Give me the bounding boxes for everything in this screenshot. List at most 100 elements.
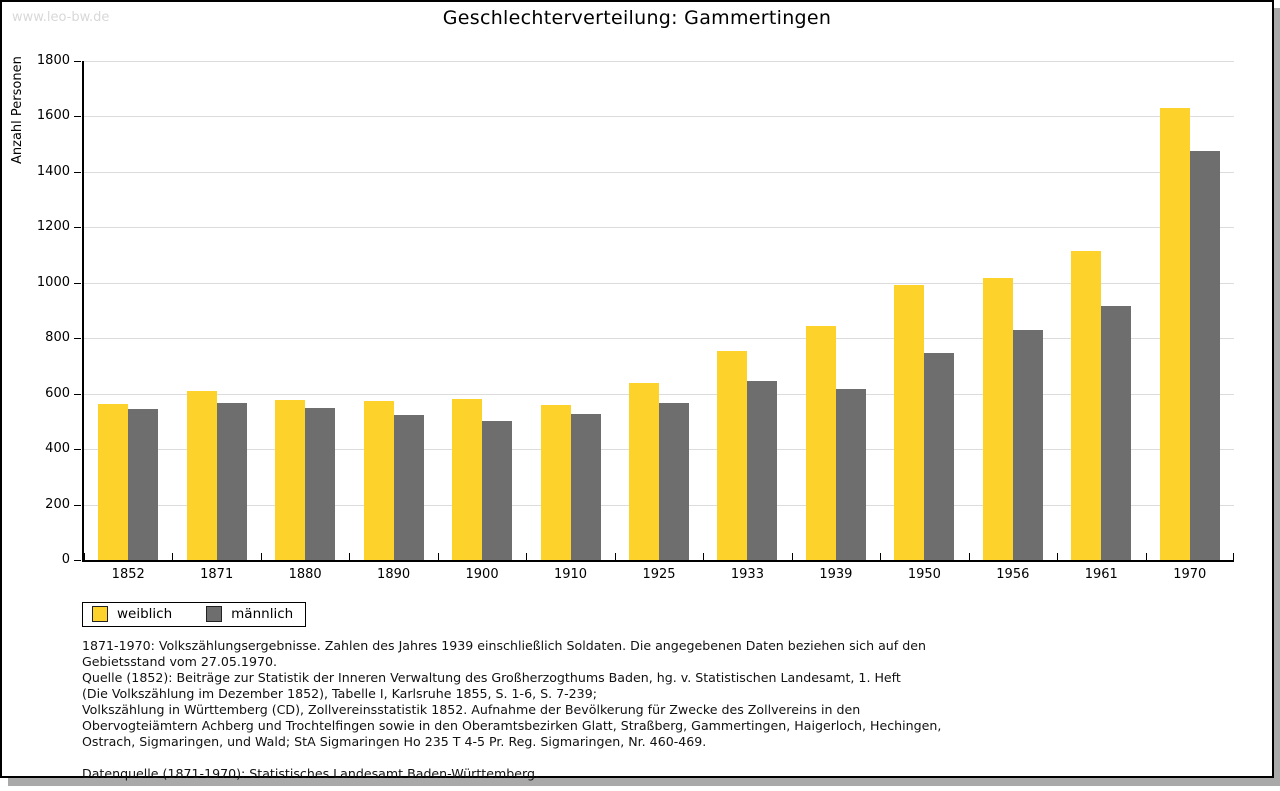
watermark-leo-bw: www.leo-bw.de bbox=[12, 10, 110, 25]
x-axis-tick-9 bbox=[880, 553, 882, 560]
x-tick-label-1950: 1950 bbox=[907, 567, 941, 582]
legend-label-weiblich: weiblich bbox=[117, 606, 173, 622]
x-axis-tick-12 bbox=[1145, 553, 1147, 560]
x-tick-label-1900: 1900 bbox=[465, 567, 499, 582]
y-axis-tick-0 bbox=[74, 560, 81, 561]
chart-title: Geschlechterverteilung: Gammertingen bbox=[442, 7, 832, 29]
footnote-line-7: Ostrach, Sigmaringen, und Wald; StA Sigm… bbox=[82, 734, 707, 749]
footnote-line-8 bbox=[82, 750, 941, 766]
x-tick-label-1910: 1910 bbox=[553, 567, 588, 582]
x-axis-tick-1 bbox=[172, 553, 174, 560]
y-axis-tick-1200 bbox=[74, 227, 81, 229]
x-tick-label-1970: 1970 bbox=[1173, 567, 1207, 582]
y-tick-label-400: 400 bbox=[45, 441, 70, 457]
y-tick-label-800: 800 bbox=[45, 330, 70, 346]
x-axis-tick-7 bbox=[703, 553, 705, 560]
bar-weiblich-1852 bbox=[98, 404, 129, 560]
bar-männlich-1890 bbox=[393, 415, 424, 560]
x-axis-tick-13 bbox=[1233, 553, 1234, 560]
y-tick-label-1800: 1800 bbox=[36, 53, 70, 68]
gridline-600 bbox=[84, 393, 1234, 395]
footnote-line-2: Gebietsstand vom 27.05.1970. bbox=[82, 654, 277, 669]
x-axis-tick-3 bbox=[349, 553, 351, 560]
gridline-1000 bbox=[84, 282, 1234, 284]
bar-männlich-1900 bbox=[482, 421, 513, 560]
bar-männlich-1956 bbox=[1012, 330, 1043, 560]
bar-weiblich-1956 bbox=[982, 277, 1013, 560]
x-tick-label-1871: 1871 bbox=[200, 567, 234, 582]
bar-weiblich-1900 bbox=[452, 398, 483, 560]
y-axis-tick-1800 bbox=[74, 61, 81, 62]
gridline-1600 bbox=[84, 116, 1234, 118]
bar-männlich-1852 bbox=[128, 408, 159, 560]
legend-box: weiblich männlich bbox=[82, 602, 307, 627]
bar-männlich-1925 bbox=[659, 403, 689, 560]
x-axis-tick-11 bbox=[1057, 553, 1059, 560]
footnote-line-4: (Die Volkszählung im Dezember 1852), Tab… bbox=[82, 686, 597, 701]
bar-weiblich-1939 bbox=[805, 325, 836, 560]
x-axis-tick-6 bbox=[614, 553, 616, 560]
bar-weiblich-1933 bbox=[717, 350, 748, 560]
y-tick-label-1600: 1600 bbox=[36, 108, 70, 124]
footnote-line-6: Obervogteiämtern Achberg und Trochtelfin… bbox=[82, 718, 942, 733]
bar-weiblich-1880 bbox=[275, 399, 306, 560]
footnote-line-3: Quelle (1852): Beiträge zur Statistik de… bbox=[82, 670, 901, 685]
footnote-line-5: Volkszählung in Württemberg (CD), Zollve… bbox=[82, 702, 861, 717]
weiblich-swatch-icon bbox=[92, 606, 108, 622]
gridline-1200 bbox=[84, 227, 1234, 229]
y-axis-tick-1600 bbox=[74, 116, 81, 118]
x-tick-label-1956: 1956 bbox=[996, 567, 1030, 582]
gridline-800 bbox=[84, 338, 1234, 340]
y-tick-label-600: 600 bbox=[45, 385, 70, 401]
y-tick-label-200: 200 bbox=[45, 496, 70, 512]
gridline-1800 bbox=[84, 61, 1234, 62]
footnote-line-9: Datenquelle (1871-1970): Statistisches L… bbox=[82, 766, 539, 781]
gridline-1400 bbox=[84, 171, 1234, 173]
y-axis-tick-400 bbox=[74, 449, 81, 451]
x-tick-label-1933: 1933 bbox=[730, 567, 764, 582]
bar-weiblich-1961 bbox=[1071, 250, 1102, 560]
y-axis-tick-800 bbox=[74, 338, 81, 340]
legend-label-maennlich: männlich bbox=[231, 606, 294, 622]
bar-weiblich-1925 bbox=[629, 382, 659, 560]
x-axis-tick-10 bbox=[968, 553, 970, 560]
bar-männlich-1910 bbox=[570, 414, 601, 560]
y-tick-label-1000: 1000 bbox=[36, 274, 70, 290]
x-tick-label-1852: 1852 bbox=[111, 567, 145, 582]
source-footnotes: 1871-1970: Volkszählungsergebnisse. Zahl… bbox=[82, 638, 941, 782]
bar-männlich-1970 bbox=[1189, 151, 1220, 560]
x-tick-label-1880: 1880 bbox=[288, 567, 322, 582]
x-axis-tick-0 bbox=[84, 553, 85, 560]
bar-männlich-1961 bbox=[1101, 306, 1132, 560]
plot-area: 0 200 400 600 800 1000 1200 1400 1600 1800 1852 187… bbox=[37, 53, 1234, 582]
y-axis-tick-600 bbox=[74, 393, 81, 395]
y-axis-tick-1000 bbox=[74, 282, 81, 284]
bar-männlich-1871 bbox=[216, 402, 247, 560]
legend-item-maennlich: männlich bbox=[206, 606, 293, 622]
y-tick-label-0: 0 bbox=[61, 552, 70, 567]
bar-weiblich-1910 bbox=[540, 404, 571, 560]
y-tick-label-1200: 1200 bbox=[36, 219, 70, 235]
footnote-line-1: 1871-1970: Volkszählungsergebnisse. Zahl… bbox=[82, 638, 926, 653]
y-axis-tick-1400 bbox=[74, 171, 81, 173]
bar-weiblich-1871 bbox=[186, 390, 217, 560]
x-axis-tick-5 bbox=[526, 553, 528, 560]
bar-männlich-1950 bbox=[924, 352, 955, 560]
x-axis-tick-4 bbox=[437, 553, 439, 560]
x-tick-label-1961: 1961 bbox=[1084, 567, 1118, 582]
bar-weiblich-1950 bbox=[894, 285, 925, 560]
x-tick-label-1939: 1939 bbox=[819, 567, 853, 582]
legend-item-weiblich: weiblich bbox=[92, 606, 172, 622]
bar-männlich-1880 bbox=[305, 407, 336, 560]
y-axis-tick-200 bbox=[74, 504, 81, 506]
y-axis-title: Anzahl Personen bbox=[10, 56, 25, 164]
bar-weiblich-1970 bbox=[1159, 108, 1190, 560]
maennlich-swatch-icon bbox=[206, 606, 223, 622]
x-tick-label-1925: 1925 bbox=[642, 567, 676, 582]
bar-weiblich-1890 bbox=[363, 400, 394, 560]
x-axis-tick-2 bbox=[260, 553, 262, 560]
y-tick-label-1400: 1400 bbox=[36, 163, 70, 179]
x-axis-tick-8 bbox=[791, 553, 793, 560]
bar-männlich-1939 bbox=[835, 388, 866, 560]
